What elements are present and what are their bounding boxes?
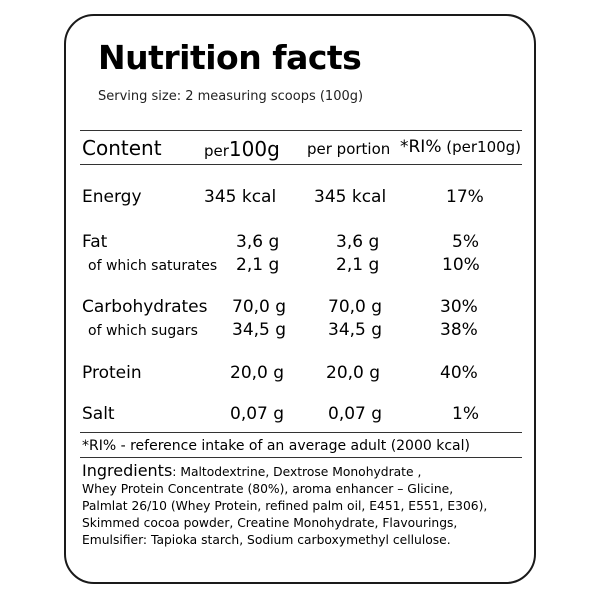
row-portion-protein: 20,0 g [326, 363, 381, 383]
row-portion-saturates: 2,1 g [336, 255, 380, 275]
column-header-portion: per portion [307, 140, 391, 158]
column-header-100g: 100g [228, 137, 280, 161]
row-name-fat: Fat [82, 232, 108, 252]
row-name-sugars: of which sugars [88, 323, 198, 339]
row-ri-carbohydrates: 30% [440, 297, 478, 317]
row-per100-sugars: 34,5 g [232, 320, 287, 340]
row-ri-saturates: 10% [442, 255, 480, 275]
column-header-content: Content [82, 136, 162, 160]
label-title: Nutrition facts [98, 38, 362, 77]
ingredients-block: Ingredients: Maltodextrine, Dextrose Mon… [82, 462, 522, 549]
row-per100-carbohydrates: 70,0 g [232, 297, 287, 317]
row-ri-energy: 17% [446, 187, 484, 207]
ingredients-line-5: Emulsifier: Tapioka starch, Sodium carbo… [82, 533, 451, 547]
column-header-per100g: per100g [204, 139, 280, 159]
divider-footnote [80, 457, 522, 458]
row-name-salt: Salt [82, 404, 115, 424]
divider-table-end [80, 432, 522, 433]
row-name-saturates: of which saturates [88, 258, 218, 274]
nutrition-label-frame [64, 14, 536, 584]
row-name-energy: Energy [82, 187, 142, 207]
column-header-ri-suffix: (per100g) [441, 138, 522, 156]
ingredients-heading: Ingredients [82, 461, 173, 480]
column-header-ri: *RI% (per100g) [400, 139, 521, 156]
row-ri-salt: 1% [452, 404, 479, 424]
row-portion-carbohydrates: 70,0 g [328, 297, 383, 317]
row-ri-protein: 40% [440, 363, 478, 383]
ri-footnote: *RI% - reference intake of an average ad… [82, 438, 470, 454]
row-per100-fat: 3,6 g [236, 232, 280, 252]
row-per100-saturates: 2,1 g [236, 255, 280, 275]
row-name-protein: Protein [82, 363, 142, 383]
row-portion-salt: 0,07 g [328, 404, 383, 424]
column-header-per-prefix: per [204, 142, 229, 160]
row-portion-sugars: 34,5 g [328, 320, 383, 340]
ingredients-text-1: : Maltodextrine, Dextrose Monohydrate , [172, 465, 422, 479]
column-header-ri-prefix: *RI% [400, 137, 442, 157]
divider-header [80, 164, 522, 165]
divider-top [80, 130, 522, 131]
row-per100-salt: 0,07 g [230, 404, 285, 424]
serving-size: Serving size: 2 measuring scoops (100g) [98, 89, 364, 104]
row-ri-fat: 5% [452, 232, 479, 252]
ingredients-line-1: Ingredients: Maltodextrine, Dextrose Mon… [82, 462, 522, 481]
row-name-carbohydrates: Carbohydrates [82, 297, 208, 317]
row-portion-fat: 3,6 g [336, 232, 380, 252]
ingredients-line-2: Whey Protein Concentrate (80%), aroma en… [82, 482, 454, 496]
row-portion-energy: 345 kcal [314, 187, 387, 207]
row-per100-energy: 345 kcal [204, 187, 277, 207]
ingredients-line-4: Skimmed cocoa powder, Creatine Monohydra… [82, 516, 458, 530]
row-per100-protein: 20,0 g [230, 363, 285, 383]
row-ri-sugars: 38% [440, 320, 478, 340]
ingredients-line-3: Palmlat 26/10 (Whey Protein, refined pal… [82, 499, 488, 513]
